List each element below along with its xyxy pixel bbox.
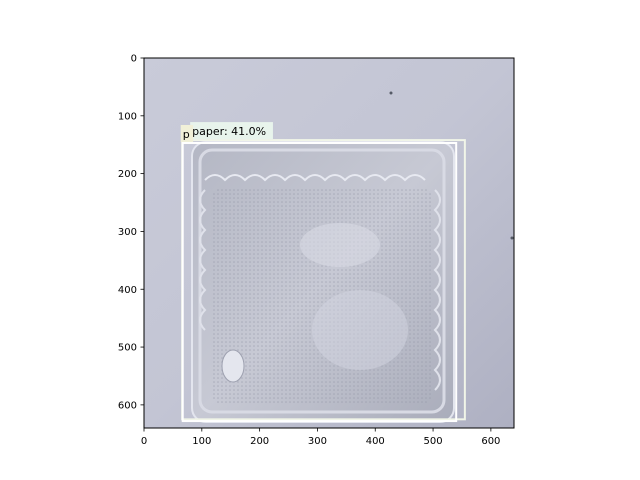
detection-label: p	[183, 128, 190, 141]
photo	[144, 58, 514, 428]
x-tick-label: 300	[308, 436, 327, 447]
detection-box	[181, 141, 458, 423]
y-tick-label: 300	[118, 227, 137, 238]
axes-frame	[143, 57, 515, 429]
y-tick-label: 100	[118, 111, 137, 122]
x-tick-label: 200	[250, 436, 269, 447]
y-tick-label: 0	[131, 54, 137, 65]
detection-label-bg	[180, 124, 194, 142]
y-tick-label: 500	[118, 343, 137, 354]
x-tick-label: 600	[481, 436, 500, 447]
y-tick-label: 600	[118, 400, 137, 411]
x-tick-label: 100	[192, 436, 211, 447]
detections: paper: 41.0%p	[180, 122, 466, 423]
x-tick-label: 0	[141, 436, 147, 447]
y-tick-label: 200	[118, 169, 137, 180]
y-tick-label: 400	[118, 285, 137, 296]
detection-label-bg	[190, 122, 273, 140]
x-axis: 0 100 200 300 400 500 600	[141, 428, 500, 447]
x-tick-label: 400	[366, 436, 385, 447]
y-axis: 0 100 200 300 400 500 600	[118, 54, 144, 411]
x-tick-label: 500	[424, 436, 443, 447]
detection-label: paper: 41.0%	[192, 125, 266, 138]
